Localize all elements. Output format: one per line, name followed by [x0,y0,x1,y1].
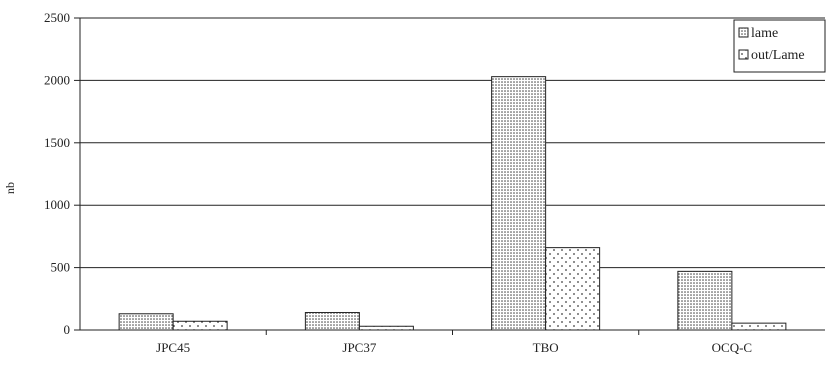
legend-label: lame [751,26,778,41]
gridlines [80,17,825,269]
y-tick-label: 2000 [44,72,70,87]
y-tick-label: 0 [64,322,71,337]
y-tick-label: 1000 [44,197,70,212]
x-tick-label: TBO [533,340,559,355]
bar-out-lame [172,320,228,331]
x-tick-label: OCQ-C [712,340,752,355]
axes: 0 500 1000 1500 2000 2500 JPC45 JPC37 TBO OCQ-C [44,10,825,355]
x-tick-label: JPC37 [342,340,376,355]
y-tick-label: 2500 [44,10,70,25]
legend-box [733,19,826,73]
bar-out-lame [545,247,601,331]
legend-swatch [738,27,749,38]
x-tick-label: JPC45 [156,340,190,355]
y-tick-label: 1500 [44,135,70,150]
y-tick-label: 500 [51,260,71,275]
bar-lame [677,270,733,331]
bar-lame [118,313,174,331]
y-axis-title: nb [3,182,17,194]
bar-lame [491,76,547,331]
bars [118,76,787,331]
legend: lame out/Lame [733,19,826,73]
bar-lame [304,312,360,331]
legend-label: out/Lame [751,48,805,63]
bar-out-lame [731,322,787,331]
legend-swatch [738,49,749,60]
bar-out-lame [358,325,414,331]
